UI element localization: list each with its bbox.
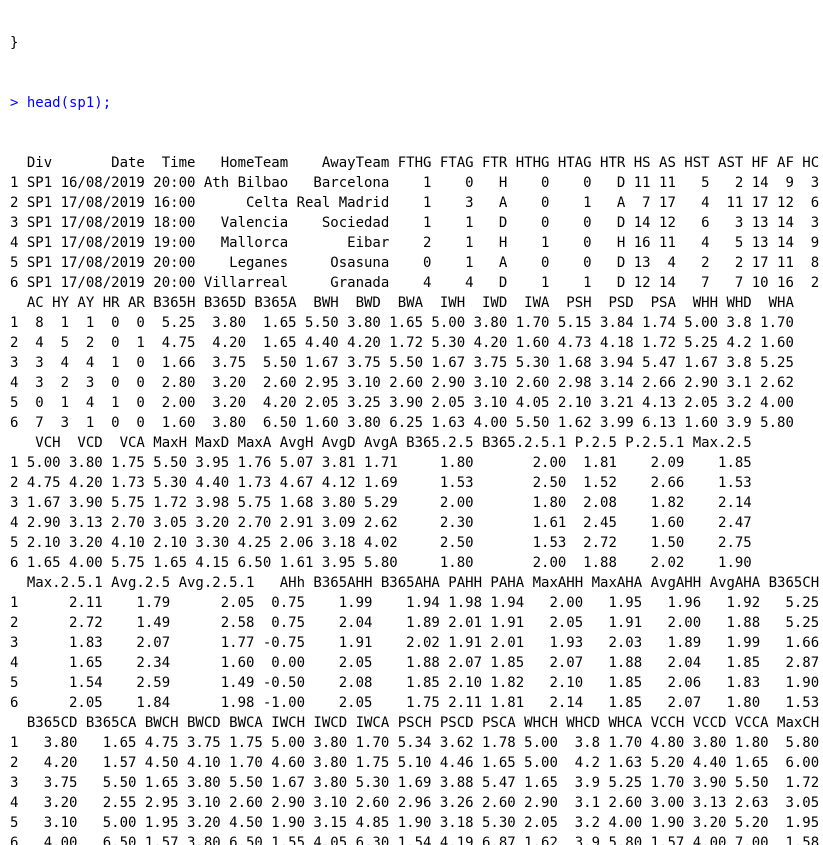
output-line: AC HY AY HR AR B365H B365D B365A BWH BWD… bbox=[10, 295, 794, 311]
output-line: B365CD B365CA BWCH BWCD BWCA IWCH IWCD I… bbox=[10, 715, 820, 731]
output-line: 2 4 5 2 0 1 4.75 4.20 1.65 4.40 4.20 1.7… bbox=[10, 335, 794, 351]
console-output: } > head(sp1); Div Date Time HomeTeam Aw… bbox=[10, 0, 819, 845]
output-line: 6 7 3 1 0 0 1.60 3.80 6.50 1.60 3.80 6.2… bbox=[10, 415, 794, 431]
output-line: 5 2.10 3.20 4.10 2.10 3.30 4.25 2.06 3.1… bbox=[10, 535, 752, 551]
output-line: 1 3.80 1.65 4.75 3.75 1.75 5.00 3.80 1.7… bbox=[10, 735, 820, 751]
output-line: 4 1.65 2.34 1.60 0.00 2.05 1.88 2.07 1.8… bbox=[10, 655, 820, 671]
output-line: 1 SP1 16/08/2019 20:00 Ath Bilbao Barcel… bbox=[10, 175, 820, 191]
output-line: 6 4.00 6.50 1.57 3.80 6.50 1.55 4.05 6.3… bbox=[10, 835, 820, 845]
output-line: Div Date Time HomeTeam AwayTeam FTHG FTA… bbox=[10, 155, 820, 171]
output-line: 6 SP1 17/08/2019 20:00 Villarreal Granad… bbox=[10, 275, 820, 291]
output-line: 5 3.10 5.00 1.95 3.20 4.50 1.90 3.15 4.8… bbox=[10, 815, 820, 831]
output-line: Max.2.5.1 Avg.2.5 Avg.2.5.1 AHh B365AHH … bbox=[10, 575, 820, 591]
output-line: 2 SP1 17/08/2019 16:00 Celta Real Madrid… bbox=[10, 195, 820, 211]
output-line: 2 4.75 4.20 1.73 5.30 4.40 1.73 4.67 4.1… bbox=[10, 475, 752, 491]
output-line: 3 3 4 4 1 0 1.66 3.75 5.50 1.67 3.75 5.5… bbox=[10, 355, 794, 371]
output-line: 6 1.65 4.00 5.75 1.65 4.15 6.50 1.61 3.9… bbox=[10, 555, 752, 571]
output-table: Div Date Time HomeTeam AwayTeam FTHG FTA… bbox=[10, 153, 819, 845]
output-line: 3 SP1 17/08/2019 18:00 Valencia Sociedad… bbox=[10, 215, 820, 231]
output-line: 6 2.05 1.84 1.98 -1.00 2.05 1.75 2.11 1.… bbox=[10, 695, 820, 711]
command-line: > head(sp1); bbox=[10, 95, 112, 111]
console-line-partial: } bbox=[10, 35, 19, 51]
output-line: 2 2.72 1.49 2.58 0.75 2.04 1.89 2.01 1.9… bbox=[10, 615, 820, 631]
output-line: 4 3 2 3 0 0 2.80 3.20 2.60 2.95 3.10 2.6… bbox=[10, 375, 794, 391]
output-line: 3 1.83 2.07 1.77 -0.75 1.91 2.02 1.91 2.… bbox=[10, 635, 820, 651]
output-line: 4 SP1 17/08/2019 19:00 Mallorca Eibar 2 … bbox=[10, 235, 820, 251]
output-line: 1 5.00 3.80 1.75 5.50 3.95 1.76 5.07 3.8… bbox=[10, 455, 752, 471]
output-line: 4 2.90 3.13 2.70 3.05 3.20 2.70 2.91 3.0… bbox=[10, 515, 752, 531]
output-line: 4 3.20 2.55 2.95 3.10 2.60 2.90 3.10 2.6… bbox=[10, 795, 820, 811]
output-line: 5 1.54 2.59 1.49 -0.50 2.08 1.85 2.10 1.… bbox=[10, 675, 820, 691]
output-line: 2 4.20 1.57 4.50 4.10 1.70 4.60 3.80 1.7… bbox=[10, 755, 820, 771]
output-line: 5 0 1 4 1 0 2.00 3.20 4.20 2.05 3.25 3.9… bbox=[10, 395, 794, 411]
output-line: 1 2.11 1.79 2.05 0.75 1.99 1.94 1.98 1.9… bbox=[10, 595, 820, 611]
output-line: VCH VCD VCA MaxH MaxD MaxA AvgH AvgD Avg… bbox=[10, 435, 752, 451]
output-line: 3 1.67 3.90 5.75 1.72 3.98 5.75 1.68 3.8… bbox=[10, 495, 752, 511]
output-line: 5 SP1 17/08/2019 20:00 Leganes Osasuna 0… bbox=[10, 255, 820, 271]
output-line: 3 3.75 5.50 1.65 3.80 5.50 1.67 3.80 5.3… bbox=[10, 775, 820, 791]
output-line: 1 8 1 1 0 0 5.25 3.80 1.65 5.50 3.80 1.6… bbox=[10, 315, 794, 331]
